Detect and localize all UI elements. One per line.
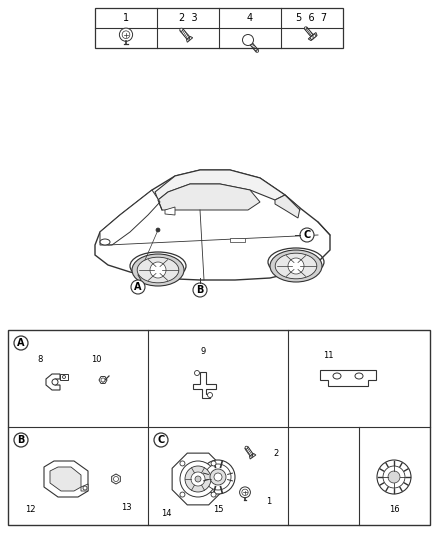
Ellipse shape	[132, 254, 184, 286]
Circle shape	[122, 31, 130, 38]
Circle shape	[131, 280, 145, 294]
Circle shape	[180, 28, 183, 31]
Ellipse shape	[275, 253, 317, 279]
Text: B: B	[196, 285, 204, 295]
Polygon shape	[44, 461, 88, 497]
Ellipse shape	[100, 239, 110, 245]
Polygon shape	[308, 33, 317, 41]
Polygon shape	[46, 374, 60, 390]
Circle shape	[383, 466, 405, 488]
Circle shape	[101, 378, 105, 382]
Polygon shape	[165, 207, 175, 215]
Text: A: A	[134, 282, 142, 292]
Text: 1: 1	[266, 497, 271, 506]
Polygon shape	[187, 36, 193, 42]
Polygon shape	[172, 453, 224, 505]
Text: 13: 13	[121, 503, 131, 512]
Bar	[230, 238, 245, 242]
Polygon shape	[60, 374, 68, 380]
Bar	[8, 330, 430, 525]
Text: 10: 10	[91, 356, 101, 365]
Text: 11: 11	[323, 351, 333, 359]
Circle shape	[242, 489, 248, 496]
Text: C: C	[157, 435, 165, 445]
Text: 1: 1	[123, 13, 129, 23]
Circle shape	[180, 461, 216, 497]
Text: 5  6  7: 5 6 7	[297, 13, 328, 23]
Circle shape	[14, 336, 28, 350]
Text: B: B	[18, 435, 25, 445]
Circle shape	[156, 228, 160, 232]
Circle shape	[185, 466, 211, 492]
Circle shape	[195, 476, 201, 482]
Text: 14: 14	[161, 508, 171, 518]
Circle shape	[193, 283, 207, 297]
Ellipse shape	[63, 376, 66, 378]
Text: 8: 8	[37, 356, 42, 365]
Circle shape	[211, 492, 216, 497]
Polygon shape	[50, 467, 81, 491]
Circle shape	[377, 460, 411, 494]
Text: 2: 2	[273, 448, 278, 457]
Circle shape	[300, 228, 314, 242]
Text: 4: 4	[247, 13, 253, 23]
Circle shape	[214, 473, 222, 481]
Circle shape	[201, 460, 235, 494]
Polygon shape	[320, 370, 376, 386]
Circle shape	[245, 446, 248, 449]
Text: C: C	[304, 230, 311, 240]
Text: 12: 12	[25, 505, 35, 513]
Polygon shape	[250, 454, 256, 459]
Text: 9: 9	[200, 348, 205, 357]
Circle shape	[194, 370, 199, 376]
Circle shape	[388, 471, 400, 483]
Circle shape	[210, 469, 226, 485]
Circle shape	[256, 50, 258, 52]
Polygon shape	[193, 372, 216, 398]
Polygon shape	[155, 170, 285, 200]
Circle shape	[191, 472, 205, 486]
Circle shape	[154, 433, 168, 447]
Circle shape	[288, 258, 304, 274]
Text: A: A	[17, 338, 25, 348]
Polygon shape	[158, 184, 260, 210]
Polygon shape	[310, 34, 316, 40]
Circle shape	[205, 464, 231, 490]
Circle shape	[14, 433, 28, 447]
Circle shape	[240, 487, 251, 498]
Polygon shape	[99, 376, 107, 383]
Circle shape	[304, 27, 307, 29]
Ellipse shape	[333, 373, 341, 379]
Polygon shape	[275, 195, 300, 218]
Circle shape	[180, 492, 185, 497]
Circle shape	[208, 392, 212, 398]
Ellipse shape	[137, 257, 179, 283]
Text: 15: 15	[213, 505, 223, 513]
Circle shape	[150, 262, 166, 278]
Polygon shape	[100, 190, 160, 245]
Circle shape	[113, 477, 119, 481]
Circle shape	[180, 461, 185, 466]
Polygon shape	[112, 474, 120, 484]
Ellipse shape	[52, 379, 58, 385]
Polygon shape	[81, 484, 88, 491]
Polygon shape	[95, 170, 330, 280]
Circle shape	[211, 461, 216, 466]
Circle shape	[120, 28, 133, 41]
Bar	[95, 8, 343, 48]
Text: 2  3: 2 3	[179, 13, 197, 23]
Circle shape	[243, 35, 254, 45]
Ellipse shape	[270, 250, 322, 282]
Circle shape	[83, 486, 87, 490]
Text: 16: 16	[389, 505, 399, 513]
Ellipse shape	[355, 373, 363, 379]
